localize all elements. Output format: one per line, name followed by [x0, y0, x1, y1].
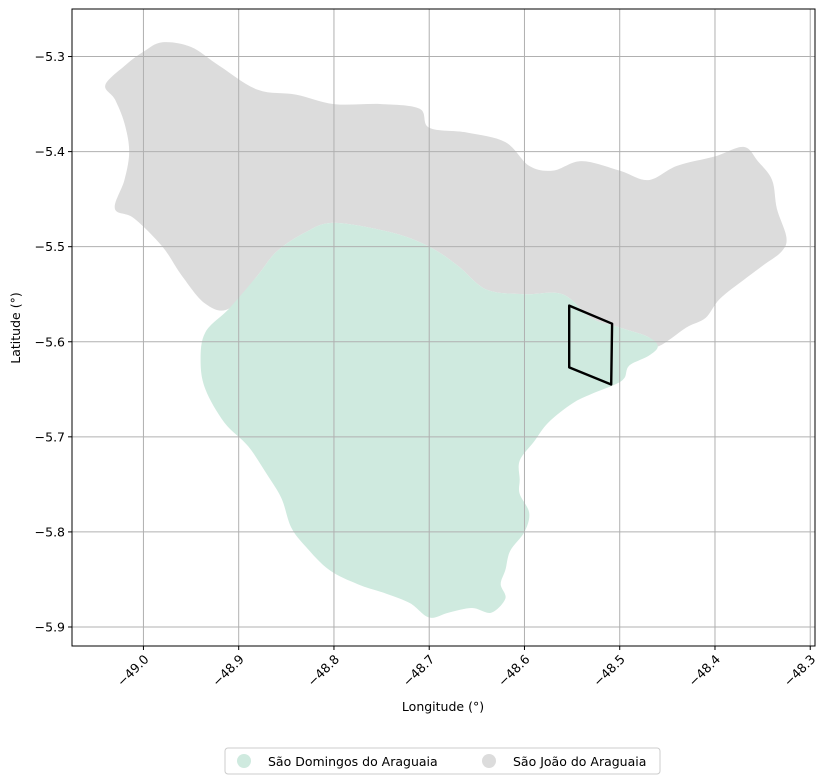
y-axis-title: Latitude (°)	[8, 292, 23, 363]
y-tick-label: −5.6	[35, 334, 65, 349]
legend-label-sao-joao: São João do Araguaia	[513, 754, 646, 769]
legend: São Domingos do Araguaia São João do Ara…	[224, 747, 661, 775]
legend-frame	[224, 747, 661, 775]
legend-marker-sao-joao	[482, 754, 496, 768]
y-tick-label: −5.7	[35, 429, 65, 444]
y-tick-label: −5.5	[35, 239, 65, 254]
region-sao-joao-do-araguaia[interactable]	[105, 42, 787, 347]
legend-label-sao-domingos: São Domingos do Araguaia	[268, 754, 438, 769]
y-tick-label: −5.4	[35, 144, 65, 159]
study-area-box[interactable]	[568, 304, 614, 386]
grid-lines	[72, 9, 815, 646]
legend-marker-sao-domingos	[237, 754, 251, 768]
y-tick-label: −5.8	[35, 524, 65, 539]
y-tick-label: −5.3	[35, 49, 65, 64]
plot-area	[71, 8, 816, 647]
y-axis-ticks: −5.3 −5.4 −5.5 −5.6 −5.7 −5.8 −5.9	[35, 49, 72, 634]
plot-frame	[71, 8, 816, 647]
y-tick-label: −5.9	[35, 619, 65, 634]
x-axis-title: Longitude (°)	[402, 699, 484, 714]
